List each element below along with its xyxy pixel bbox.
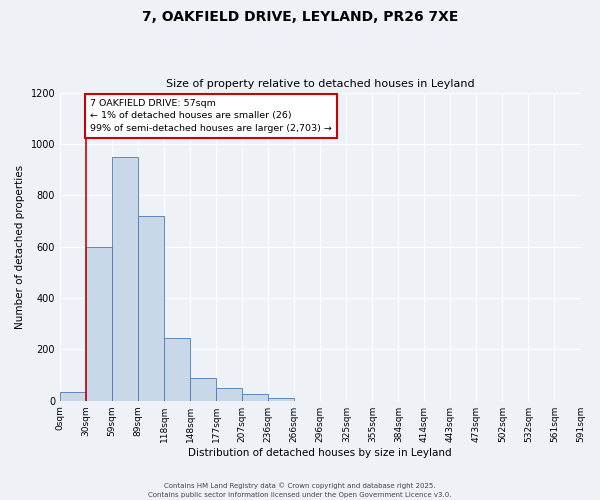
Bar: [268, 398, 294, 400]
Y-axis label: Number of detached properties: Number of detached properties: [15, 164, 25, 328]
Bar: [216, 388, 242, 400]
Text: 7 OAKFIELD DRIVE: 57sqm
← 1% of detached houses are smaller (26)
99% of semi-det: 7 OAKFIELD DRIVE: 57sqm ← 1% of detached…: [90, 99, 332, 133]
Text: 7, OAKFIELD DRIVE, LEYLAND, PR26 7XE: 7, OAKFIELD DRIVE, LEYLAND, PR26 7XE: [142, 10, 458, 24]
Text: Contains HM Land Registry data © Crown copyright and database right 2025.: Contains HM Land Registry data © Crown c…: [164, 482, 436, 489]
X-axis label: Distribution of detached houses by size in Leyland: Distribution of detached houses by size …: [188, 448, 452, 458]
Bar: [164, 338, 190, 400]
Bar: [242, 394, 268, 400]
Bar: [60, 392, 86, 400]
Title: Size of property relative to detached houses in Leyland: Size of property relative to detached ho…: [166, 79, 475, 89]
Bar: [112, 157, 138, 400]
Bar: [86, 246, 112, 400]
Text: Contains public sector information licensed under the Open Government Licence v3: Contains public sector information licen…: [148, 492, 452, 498]
Bar: [190, 378, 216, 400]
Bar: [138, 216, 164, 400]
